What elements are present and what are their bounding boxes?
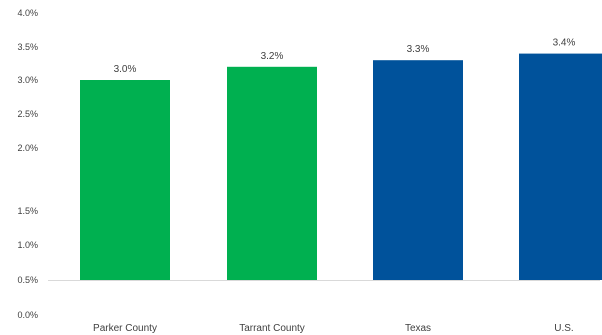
x-axis: Parker County Tarrant County Texas U.S. <box>93 323 574 334</box>
x-category-label: Texas <box>405 323 431 334</box>
y-tick-label: 4.0% <box>17 8 38 18</box>
bars: 3.0% 3.2% 3.3% 3.4% <box>80 38 602 281</box>
data-label: 3.0% <box>114 64 137 75</box>
y-tick-label: 0.0% <box>17 310 38 320</box>
y-axis: 0.0% 0.5% 1.0% 1.5% 2.0% 2.5% 3.0% 3.5% 4.0% <box>17 8 38 320</box>
data-label: 3.3% <box>407 44 430 55</box>
bar <box>373 60 463 281</box>
y-tick-label: 3.5% <box>17 42 38 52</box>
y-tick-label: 2.5% <box>17 109 38 119</box>
y-tick-label: 0.5% <box>17 275 38 285</box>
x-category-label: Parker County <box>93 323 157 334</box>
data-label: 3.2% <box>261 51 284 62</box>
bar <box>227 66 317 280</box>
y-tick-label: 3.0% <box>17 75 38 85</box>
x-category-label: U.S. <box>554 323 573 334</box>
bar <box>519 53 602 280</box>
y-tick-label: 1.0% <box>17 240 38 250</box>
y-tick-label: 1.5% <box>17 206 38 216</box>
x-category-label: Tarrant County <box>239 323 305 334</box>
bar <box>80 80 170 280</box>
data-label: 3.4% <box>553 38 576 49</box>
y-tick-label: 2.0% <box>17 143 38 153</box>
